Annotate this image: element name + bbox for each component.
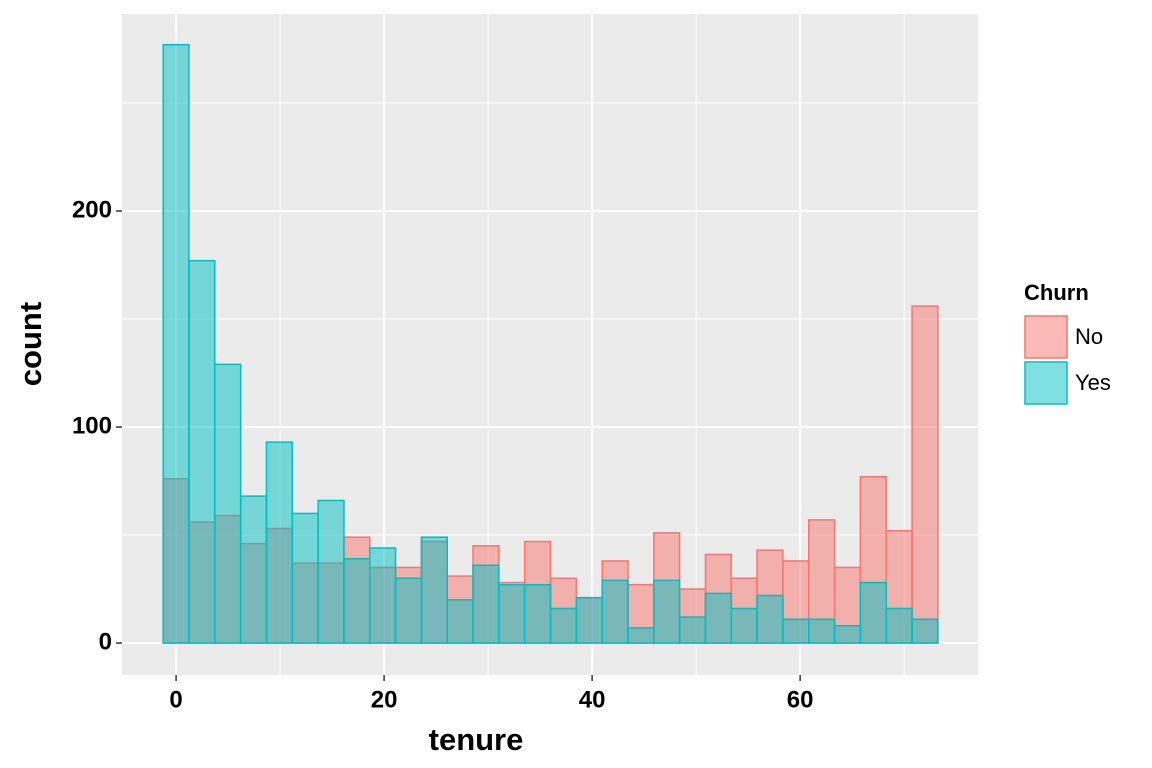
bar [472,564,500,644]
y-tick-label: 100 [72,412,112,439]
bar [394,577,423,644]
bar [343,558,371,644]
bar [678,616,707,644]
bar [317,499,345,644]
y-tick-label: 200 [72,196,112,223]
bar [446,599,474,644]
bar [859,581,888,644]
x-tick-label: 0 [169,686,182,713]
y-axis-title: count [13,302,48,386]
bar [265,441,294,644]
bar [756,594,784,644]
x-tick-label: 40 [579,686,606,713]
bar [575,596,603,644]
legend-key [1024,315,1068,359]
bar [239,495,268,644]
bar [420,536,448,644]
bar [291,512,319,644]
bar [885,607,913,644]
bar [833,624,862,644]
bar [911,618,939,644]
legend-key [1024,361,1068,405]
bar [730,607,758,644]
x-tick-label: 20 [371,686,398,713]
bar [911,305,939,644]
bar [549,607,578,644]
bar [653,579,681,644]
legend-label: No [1075,324,1103,349]
bar [498,583,526,644]
bar [214,363,242,644]
bar [369,547,397,644]
bar [627,627,655,644]
bar [808,618,836,644]
bar [188,259,216,644]
legend-label: Yes [1075,370,1111,395]
y-tick-label: 0 [99,628,112,655]
bar [601,579,629,644]
x-tick-label: 60 [787,686,814,713]
bar [782,618,810,644]
x-axis-title: tenure [429,722,524,757]
bar [523,583,552,644]
legend-title: Churn [1024,280,1089,305]
bar [704,592,733,644]
bar [162,43,190,644]
